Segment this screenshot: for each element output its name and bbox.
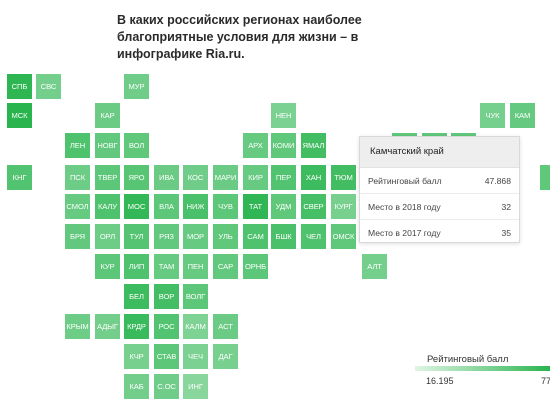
- region-tile[interactable]: КАЛУ: [95, 194, 120, 219]
- tooltip-place-2017-label: Место в 2017 году: [368, 227, 441, 238]
- region-tile[interactable]: ЧЕЧ: [183, 344, 208, 369]
- region-tile[interactable]: ТВЕР: [95, 165, 120, 190]
- region-tile[interactable]: ТУЛ: [124, 224, 149, 249]
- region-tile[interactable]: ПСК: [65, 165, 90, 190]
- region-tile[interactable]: БШК: [271, 224, 296, 249]
- tooltip-place-2018-label: Место в 2018 году: [368, 201, 441, 212]
- region-tile[interactable]: КАБ: [124, 374, 149, 399]
- legend-max-value: 77: [541, 376, 550, 386]
- tooltip-score-label: Рейтинговый балл: [368, 175, 442, 186]
- region-tile[interactable]: КОМИ: [271, 133, 296, 158]
- region-tile[interactable]: УЛЬ: [213, 224, 238, 249]
- region-tile[interactable]: ЧУВ: [213, 194, 238, 219]
- region-tile[interactable]: КАР: [95, 103, 120, 128]
- region-tile[interactable]: СВЕР: [301, 194, 326, 219]
- region-tile[interactable]: ИНГ: [183, 374, 208, 399]
- region-tile[interactable]: ПЕН: [183, 254, 208, 279]
- region-tile[interactable]: ЯРО: [124, 165, 149, 190]
- region-tile[interactable]: ВЛА: [154, 194, 179, 219]
- legend-color-scale: [415, 366, 550, 371]
- region-tile-obscured[interactable]: [540, 165, 550, 190]
- region-tile[interactable]: ОРНБ: [243, 254, 268, 279]
- region-tile[interactable]: НЕН: [271, 103, 296, 128]
- legend-min-value: 16.195: [426, 376, 454, 386]
- region-tile[interactable]: ЯМАЛ: [301, 133, 326, 158]
- region-tile[interactable]: АЛТ: [362, 254, 387, 279]
- region-tile[interactable]: КУР: [95, 254, 120, 279]
- region-tile[interactable]: ТЮМ: [331, 165, 356, 190]
- region-tile[interactable]: ТАТ: [243, 194, 268, 219]
- region-tile[interactable]: ТАМ: [154, 254, 179, 279]
- region-tile[interactable]: СТАВ: [154, 344, 179, 369]
- region-tile[interactable]: БРЯ: [65, 224, 90, 249]
- region-tile[interactable]: МАРИ: [213, 165, 238, 190]
- region-tile[interactable]: КИР: [243, 165, 268, 190]
- region-tile[interactable]: ЧЕЛ: [301, 224, 326, 249]
- tooltip-place-2018-row: Место в 2018 году 32: [360, 194, 519, 220]
- region-tile[interactable]: КУРГ: [331, 194, 356, 219]
- region-tile[interactable]: САМ: [243, 224, 268, 249]
- region-tile[interactable]: МОР: [183, 224, 208, 249]
- region-tile[interactable]: ВОЛГ: [183, 284, 208, 309]
- tooltip-place-2018-value: 32: [501, 201, 511, 212]
- tooltip-place-2017-value: 35: [501, 227, 511, 238]
- legend-title: Рейтинговый балл: [427, 354, 509, 365]
- region-tile[interactable]: КЧР: [124, 344, 149, 369]
- region-tile[interactable]: СМОЛ: [65, 194, 90, 219]
- region-tile[interactable]: ДАГ: [213, 344, 238, 369]
- tooltip-place-2017-row: Место в 2017 году 35: [360, 220, 519, 245]
- region-tile[interactable]: КРЫМ: [65, 314, 90, 339]
- region-tile[interactable]: КНГ: [7, 165, 32, 190]
- region-tile[interactable]: С.ОС: [154, 374, 179, 399]
- region-tile[interactable]: ИВА: [154, 165, 179, 190]
- region-tile[interactable]: ВОР: [154, 284, 179, 309]
- region-tile[interactable]: СВС: [36, 74, 61, 99]
- region-tooltip: Камчатский край Рейтинговый балл 47.868 …: [359, 136, 520, 243]
- region-tile[interactable]: РЯЗ: [154, 224, 179, 249]
- region-tile[interactable]: РОС: [154, 314, 179, 339]
- page-title: В каких российских регионах наиболее бла…: [117, 13, 362, 61]
- region-tile[interactable]: КОС: [183, 165, 208, 190]
- region-tile[interactable]: СПБ: [7, 74, 32, 99]
- region-tile[interactable]: КРДР: [124, 314, 149, 339]
- region-tile[interactable]: НОВГ: [95, 133, 120, 158]
- region-tile[interactable]: АРХ: [243, 133, 268, 158]
- region-tile[interactable]: ХАН: [301, 165, 326, 190]
- region-tile[interactable]: ПЕР: [271, 165, 296, 190]
- tooltip-score-value: 47.868: [484, 175, 511, 186]
- region-tile[interactable]: САР: [213, 254, 238, 279]
- region-tile[interactable]: ВОЛ: [124, 133, 149, 158]
- region-tile[interactable]: ОМСК: [331, 224, 356, 249]
- region-tile[interactable]: АСТ: [213, 314, 238, 339]
- region-tile[interactable]: БЕЛ: [124, 284, 149, 309]
- region-tile[interactable]: МОС: [124, 194, 149, 219]
- region-tile[interactable]: НИЖ: [183, 194, 208, 219]
- tooltip-score-row: Рейтинговый балл 47.868: [360, 168, 519, 194]
- region-tile[interactable]: ЛИП: [124, 254, 149, 279]
- region-tile[interactable]: МСК: [7, 103, 32, 128]
- region-tile[interactable]: КАЛМ: [183, 314, 208, 339]
- region-tile[interactable]: ЧУК: [480, 103, 505, 128]
- region-tile[interactable]: ОРЛ: [95, 224, 120, 249]
- tooltip-region-name: Камчатский край: [360, 137, 519, 168]
- region-tile[interactable]: АДЫГ: [95, 314, 120, 339]
- region-tile[interactable]: ЛЕН: [65, 133, 90, 158]
- region-tile[interactable]: МУР: [124, 74, 149, 99]
- region-tile[interactable]: КАМ: [510, 103, 535, 128]
- region-tile[interactable]: УДМ: [271, 194, 296, 219]
